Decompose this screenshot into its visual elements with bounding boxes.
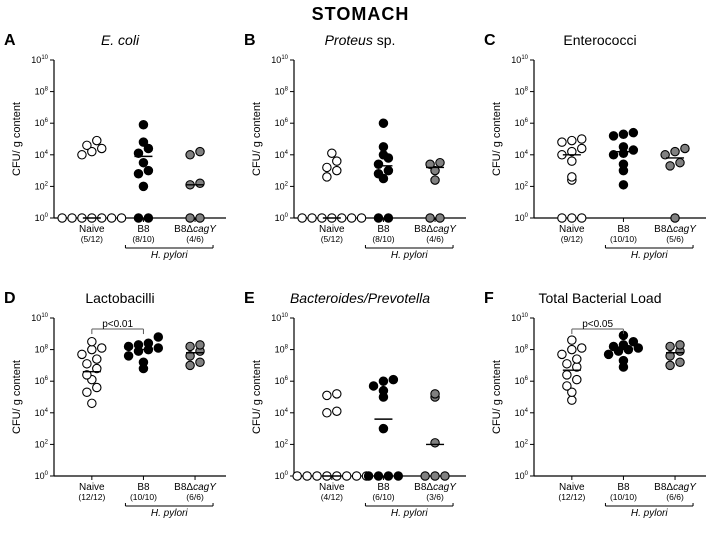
svg-text:100​: 100​ <box>515 213 529 223</box>
svg-text:104​: 104​ <box>35 408 49 418</box>
svg-text:106​: 106​ <box>275 118 289 128</box>
panel-B: BProteus sp.100​102​104​106​108​1010​CFU… <box>240 30 480 288</box>
svg-text:1010​: 1010​ <box>511 313 528 323</box>
figure-title: STOMACH <box>0 4 721 25</box>
svg-text:104​: 104​ <box>275 150 289 160</box>
panel-title: E. coli <box>0 32 240 48</box>
svg-text:106​: 106​ <box>515 376 529 386</box>
svg-text:100​: 100​ <box>35 471 49 481</box>
svg-text:108​: 108​ <box>35 345 49 355</box>
svg-text:106​: 106​ <box>35 118 49 128</box>
svg-text:(10/10): (10/10) <box>610 492 637 502</box>
svg-text:(10/10): (10/10) <box>130 492 157 502</box>
plot: 100​102​104​106​108​1010​CFU/ g contentN… <box>488 54 712 284</box>
svg-text:(5/6): (5/6) <box>666 234 684 244</box>
plot: 100​102​104​106​108​1010​CFU/ g contentN… <box>248 312 472 542</box>
svg-text:100​: 100​ <box>35 213 49 223</box>
svg-text:104​: 104​ <box>35 150 49 160</box>
svg-text:(10/10): (10/10) <box>610 234 637 244</box>
svg-text:(9/12): (9/12) <box>561 234 583 244</box>
svg-text:108​: 108​ <box>275 345 289 355</box>
svg-text:(5/12): (5/12) <box>81 234 103 244</box>
panel-E: EBacteroides/Prevotella100​102​104​106​1… <box>240 288 480 546</box>
svg-text:CFU/ g content: CFU/ g content <box>491 102 503 176</box>
svg-text:102​: 102​ <box>35 439 49 449</box>
svg-text:108​: 108​ <box>275 87 289 97</box>
svg-text:106​: 106​ <box>35 376 49 386</box>
svg-text:(8/10): (8/10) <box>372 234 394 244</box>
svg-text:CFU/ g content: CFU/ g content <box>251 360 263 434</box>
svg-text:102​: 102​ <box>35 181 49 191</box>
panel-title: Bacteroides/Prevotella <box>240 290 480 306</box>
svg-text:(4/12): (4/12) <box>321 492 343 502</box>
svg-text:104​: 104​ <box>275 408 289 418</box>
plot: 100​102​104​106​108​1010​CFU/ g contentN… <box>488 312 712 542</box>
svg-text:(12/12): (12/12) <box>558 492 585 502</box>
plot: 100​102​104​106​108​1010​CFU/ g contentN… <box>248 54 472 284</box>
svg-text:102​: 102​ <box>515 181 529 191</box>
svg-text:106​: 106​ <box>515 118 529 128</box>
svg-text:(5/12): (5/12) <box>321 234 343 244</box>
svg-text:108​: 108​ <box>35 87 49 97</box>
panel-A: AE. coli100​102​104​106​108​1010​CFU/ g … <box>0 30 240 288</box>
svg-text:(6/6): (6/6) <box>666 492 684 502</box>
svg-text:102​: 102​ <box>275 439 289 449</box>
panel-grid: AE. coli100​102​104​106​108​1010​CFU/ g … <box>0 30 721 546</box>
panel-title: Enterococci <box>480 32 720 48</box>
svg-text:1010​: 1010​ <box>511 55 528 65</box>
svg-text:102​: 102​ <box>275 181 289 191</box>
svg-text:100​: 100​ <box>275 213 289 223</box>
panel-title: Lactobacilli <box>0 290 240 306</box>
svg-text:1010​: 1010​ <box>271 313 288 323</box>
svg-text:108​: 108​ <box>515 87 529 97</box>
svg-text:(6/6): (6/6) <box>186 492 204 502</box>
svg-text:(8/10): (8/10) <box>132 234 154 244</box>
figure: STOMACH AE. coli100​102​104​106​108​1010… <box>0 0 721 546</box>
svg-text:100​: 100​ <box>515 471 529 481</box>
plot: 100​102​104​106​108​1010​CFU/ g contentN… <box>8 54 232 284</box>
svg-text:100​: 100​ <box>275 471 289 481</box>
svg-text:H. pylori: H. pylori <box>391 508 428 519</box>
panel-title: Proteus sp. <box>240 32 480 48</box>
panel-title: Total Bacterial Load <box>480 290 720 306</box>
svg-text:1010​: 1010​ <box>271 55 288 65</box>
svg-text:(4/6): (4/6) <box>186 234 204 244</box>
panel-D: DLactobacilli100​102​104​106​108​1010​CF… <box>0 288 240 546</box>
panel-C: CEnterococci100​102​104​106​108​1010​CFU… <box>480 30 720 288</box>
svg-text:104​: 104​ <box>515 150 529 160</box>
svg-text:1010​: 1010​ <box>31 313 48 323</box>
svg-text:106​: 106​ <box>275 376 289 386</box>
svg-text:p<0.01: p<0.01 <box>102 319 133 330</box>
svg-text:H. pylori: H. pylori <box>631 250 668 261</box>
svg-text:104​: 104​ <box>515 408 529 418</box>
svg-text:H. pylori: H. pylori <box>631 508 668 519</box>
svg-text:CFU/ g content: CFU/ g content <box>491 360 503 434</box>
svg-text:H. pylori: H. pylori <box>151 508 188 519</box>
svg-text:CFU/ g content: CFU/ g content <box>11 360 23 434</box>
svg-text:1010​: 1010​ <box>31 55 48 65</box>
svg-text:H. pylori: H. pylori <box>151 250 188 261</box>
svg-text:H. pylori: H. pylori <box>391 250 428 261</box>
svg-text:108​: 108​ <box>515 345 529 355</box>
svg-text:CFU/ g content: CFU/ g content <box>251 102 263 176</box>
svg-text:(4/6): (4/6) <box>426 234 444 244</box>
svg-text:(6/10): (6/10) <box>372 492 394 502</box>
svg-text:102​: 102​ <box>515 439 529 449</box>
svg-text:CFU/ g content: CFU/ g content <box>11 102 23 176</box>
svg-text:(3/6): (3/6) <box>426 492 444 502</box>
svg-text:p<0.05: p<0.05 <box>582 319 613 330</box>
svg-text:(12/12): (12/12) <box>78 492 105 502</box>
panel-F: FTotal Bacterial Load100​102​104​106​108… <box>480 288 720 546</box>
plot: 100​102​104​106​108​1010​CFU/ g contentN… <box>8 312 232 542</box>
